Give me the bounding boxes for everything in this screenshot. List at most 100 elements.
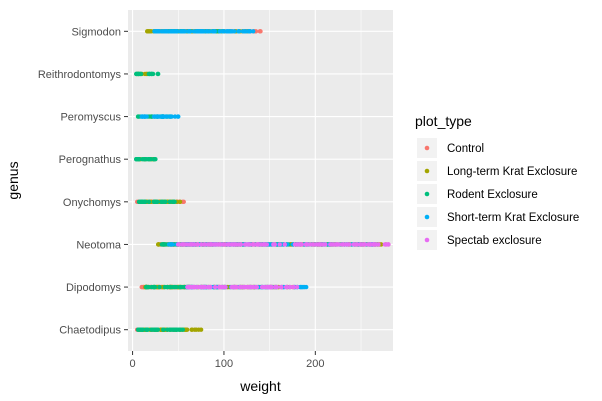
data-point — [165, 284, 170, 290]
legend-swatch — [424, 191, 430, 197]
data-point — [171, 327, 176, 332]
data-point — [232, 242, 238, 247]
data-point — [174, 284, 179, 290]
data-point — [198, 284, 203, 290]
data-point — [175, 114, 181, 119]
data-point — [339, 242, 345, 247]
series-spectab-exclosure — [176, 242, 391, 290]
data-point — [144, 284, 150, 290]
y-tick-label-neotoma: Neotoma — [76, 239, 122, 251]
data-point — [164, 29, 169, 34]
data-point — [190, 284, 196, 290]
data-point — [238, 242, 244, 247]
data-point — [157, 284, 162, 290]
legend-label: Long-term Krat Exclosure — [447, 166, 577, 178]
data-point — [160, 29, 166, 34]
data-point — [294, 284, 300, 290]
data-point — [212, 284, 218, 290]
data-point — [194, 242, 200, 247]
data-point — [279, 284, 284, 290]
data-point — [247, 29, 252, 34]
data-point — [169, 242, 175, 247]
data-point — [211, 242, 217, 247]
legend-label: Rodent Exclosure — [447, 189, 538, 201]
data-point — [189, 327, 195, 332]
data-point — [159, 114, 165, 119]
legend-item-spectab-exclosure: Spectab exclosure — [417, 230, 542, 250]
data-point — [321, 242, 326, 247]
data-point — [149, 284, 154, 290]
data-point — [264, 242, 270, 247]
legend-label: Spectab exclosure — [447, 235, 542, 247]
data-point — [219, 284, 224, 290]
legend: plot_type Control Long-term Krat Exclosur… — [415, 113, 579, 250]
data-point — [232, 284, 238, 290]
data-point — [167, 199, 172, 205]
data-point — [187, 29, 193, 34]
data-point — [177, 242, 182, 247]
data-point — [188, 242, 193, 247]
data-point — [212, 29, 218, 34]
y-tick-label-chaetodipus: Chaetodipus — [59, 325, 121, 337]
data-point — [256, 242, 262, 247]
data-point — [152, 29, 157, 34]
data-point — [345, 242, 351, 247]
data-point — [179, 29, 185, 34]
data-point — [311, 242, 317, 247]
legend-item-control: Control — [417, 138, 484, 158]
y-axis-title: genus — [5, 161, 21, 199]
data-point — [142, 156, 147, 162]
data-point — [156, 29, 162, 34]
data-point — [151, 114, 157, 119]
data-point — [135, 156, 140, 162]
data-point — [376, 242, 381, 247]
data-point — [351, 242, 356, 247]
data-point — [232, 29, 237, 34]
data-point — [268, 284, 274, 290]
data-point — [236, 29, 241, 34]
data-point — [171, 284, 176, 290]
data-point — [145, 327, 150, 332]
data-point — [250, 29, 256, 34]
data-point — [140, 199, 145, 205]
x-tick-label: 100 — [215, 358, 233, 370]
x-tick-label: 0 — [130, 358, 136, 370]
legend-item-short-term-krat-exclosure: Short-term Krat Exclosure — [417, 207, 579, 227]
data-point — [254, 284, 260, 290]
legend-swatch — [424, 237, 430, 243]
data-point — [139, 114, 145, 119]
data-point — [360, 242, 366, 247]
data-point — [297, 242, 302, 247]
legend-swatch — [424, 145, 430, 151]
data-point — [146, 199, 152, 205]
data-point — [384, 242, 389, 247]
data-point — [221, 242, 226, 247]
data-point — [138, 71, 144, 77]
data-point — [184, 327, 190, 332]
data-point — [222, 284, 228, 290]
data-point — [155, 71, 160, 77]
data-point — [202, 284, 207, 290]
data-point — [257, 29, 263, 34]
data-point — [146, 71, 151, 77]
data-point — [161, 242, 167, 247]
data-point — [225, 242, 230, 247]
y-tick-label-perognathus: Perognathus — [59, 154, 122, 166]
data-point — [163, 199, 168, 205]
data-point — [136, 327, 141, 332]
y-tick-label-reithrodontomys: Reithrodontomys — [38, 69, 122, 81]
data-point — [225, 29, 230, 34]
legend-title: plot_type — [415, 113, 472, 129]
data-point — [367, 242, 372, 247]
data-point — [284, 284, 289, 290]
data-point — [207, 29, 212, 34]
data-point — [247, 242, 252, 247]
data-point — [298, 284, 303, 290]
data-point — [199, 29, 204, 34]
legend-label: Control — [447, 143, 484, 155]
data-point — [274, 284, 280, 290]
data-point — [149, 327, 154, 332]
data-point — [163, 114, 168, 119]
legend-swatch — [424, 168, 430, 174]
